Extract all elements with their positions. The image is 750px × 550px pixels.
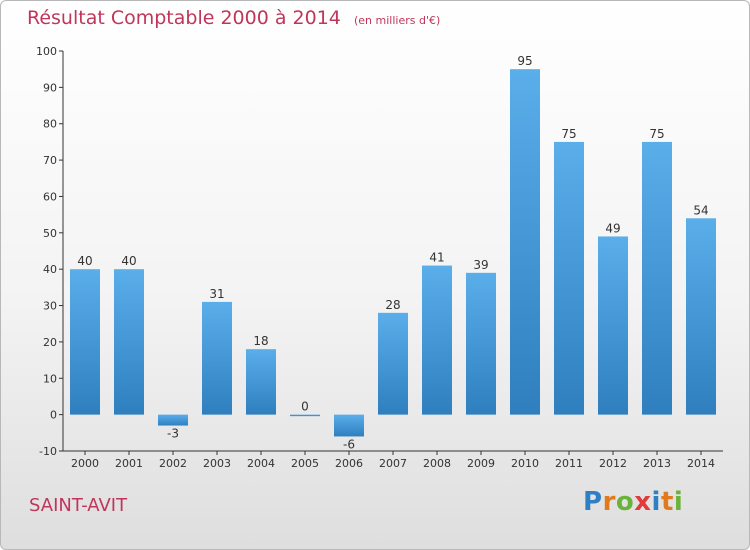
y-tick-label: 100 bbox=[36, 45, 57, 58]
y-tick-label: 80 bbox=[43, 118, 57, 131]
x-tick-label: 2009 bbox=[467, 457, 495, 470]
data-label-2007: 28 bbox=[385, 298, 400, 312]
bar-2007 bbox=[378, 312, 408, 415]
bar-2014 bbox=[686, 218, 716, 415]
x-tick-label: 2014 bbox=[687, 457, 715, 470]
chart-title: Résultat Comptable 2000 à 2014 (en milli… bbox=[27, 7, 440, 29]
bar-2013 bbox=[642, 141, 672, 415]
data-label-2011: 75 bbox=[561, 127, 576, 141]
chart-title-main: Résultat Comptable 2000 à 2014 bbox=[27, 7, 341, 29]
y-tick-label: 90 bbox=[43, 81, 57, 94]
y-tick-label: 60 bbox=[43, 190, 57, 203]
bar-2005 bbox=[290, 414, 320, 417]
x-tick-label: 2008 bbox=[423, 457, 451, 470]
bar-2006 bbox=[334, 414, 364, 437]
axes: -10 0 10 20 30 40 50 60 70 80 90 100 2000 2001 2002 200… bbox=[36, 45, 723, 470]
bar-2002 bbox=[158, 414, 188, 426]
logo-letter: i bbox=[651, 487, 661, 517]
logo-letter: P bbox=[583, 487, 603, 517]
y-tick-label: 30 bbox=[43, 300, 57, 313]
logo-letter: o bbox=[615, 487, 635, 517]
bar-2003 bbox=[202, 301, 232, 415]
y-tick-label: 10 bbox=[43, 372, 57, 385]
x-tick-label: 2002 bbox=[159, 457, 187, 470]
data-label-2010: 95 bbox=[517, 54, 532, 68]
x-tick-label: 2001 bbox=[115, 457, 143, 470]
x-tick-label: 2011 bbox=[555, 457, 583, 470]
data-label-2001: 40 bbox=[121, 254, 136, 268]
proxiti-logo: Proxiti bbox=[583, 487, 683, 517]
logo-letter: r bbox=[602, 487, 616, 517]
data-label-2009: 39 bbox=[473, 258, 488, 272]
data-label-2005: 0 bbox=[301, 400, 309, 414]
x-tick-label: 2013 bbox=[643, 457, 671, 470]
y-tick-label: 40 bbox=[43, 263, 57, 276]
data-label-2013: 75 bbox=[649, 127, 664, 141]
bar-2011 bbox=[554, 141, 584, 415]
data-label-2002: -3 bbox=[167, 427, 179, 441]
data-label-2012: 49 bbox=[605, 221, 620, 235]
x-tick-label: 2007 bbox=[379, 457, 407, 470]
logo-letter: x bbox=[634, 487, 652, 517]
data-labels: 40 40 -3 31 18 0 -6 28 41 39 95 75 49 75 54 bbox=[77, 54, 708, 451]
bars bbox=[70, 69, 716, 437]
data-label-2006: -6 bbox=[343, 437, 355, 451]
logo-letter: t bbox=[660, 487, 674, 517]
y-tick-label: -10 bbox=[39, 445, 57, 458]
bar-2000 bbox=[70, 269, 100, 415]
bar-2010 bbox=[510, 69, 540, 415]
logo-letter: i bbox=[673, 487, 684, 517]
y-tick-label: 20 bbox=[43, 336, 57, 349]
data-label-2003: 31 bbox=[209, 287, 224, 301]
bar-2001 bbox=[114, 269, 144, 415]
bar-2008 bbox=[422, 265, 452, 415]
x-tick-label: 2003 bbox=[203, 457, 231, 470]
x-tick-label: 2006 bbox=[335, 457, 363, 470]
data-label-2000: 40 bbox=[77, 254, 92, 268]
x-tick-label: 2010 bbox=[511, 457, 539, 470]
data-label-2008: 41 bbox=[429, 251, 444, 265]
data-label-2004: 18 bbox=[253, 334, 268, 348]
y-tick-label: 0 bbox=[50, 409, 57, 422]
data-label-2014: 54 bbox=[693, 203, 708, 217]
chart-subtitle: (en milliers d'€) bbox=[353, 14, 441, 27]
x-tick-label: 2012 bbox=[599, 457, 627, 470]
x-tick-label: 2004 bbox=[247, 457, 275, 470]
bar-2004 bbox=[246, 349, 276, 415]
bar-2012 bbox=[598, 236, 628, 415]
y-tick-label: 70 bbox=[43, 154, 57, 167]
y-tick-label: 50 bbox=[43, 227, 57, 240]
place-name: SAINT-AVIT bbox=[29, 495, 128, 516]
x-tick-label: 2000 bbox=[71, 457, 99, 470]
bar-2009 bbox=[466, 272, 496, 415]
x-tick-label: 2005 bbox=[291, 457, 319, 470]
